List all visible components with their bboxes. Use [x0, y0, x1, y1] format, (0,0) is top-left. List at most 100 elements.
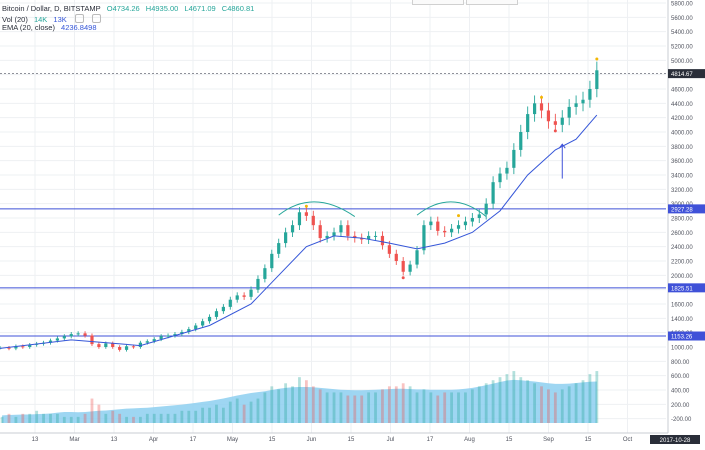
time-tick-label: Sep — [543, 437, 554, 443]
volume-bar — [90, 398, 94, 423]
settings-icon[interactable] — [74, 14, 84, 23]
candle-body — [560, 117, 564, 125]
candle-body — [118, 347, 122, 350]
candle-body — [83, 333, 87, 336]
volume-bar — [470, 389, 474, 423]
volume-bar — [138, 416, 142, 423]
volume-bar — [0, 416, 4, 423]
price-tick-label: 2000.00 — [671, 274, 693, 280]
candle-body — [277, 243, 281, 254]
candle-body — [456, 225, 461, 229]
ema-line — [0, 114, 598, 349]
time-tick-label: Mar — [69, 437, 79, 443]
time-tick-label: Jun — [307, 437, 317, 443]
ema-value: 4236.8498 — [61, 23, 97, 32]
time-tick-label: 15 — [506, 437, 513, 443]
level-price-tag — [668, 331, 705, 341]
candle-body — [318, 225, 322, 239]
volume-bar — [574, 383, 578, 423]
price-tick-label: 2400.00 — [671, 245, 693, 251]
candle-body — [263, 268, 267, 279]
top-right-panel[interactable] — [466, 0, 518, 5]
legend-low: L4671.09 — [184, 4, 216, 13]
volume-bar — [249, 401, 253, 423]
volume-bar — [298, 377, 301, 423]
close-icon[interactable] — [91, 14, 101, 23]
volume-bar — [235, 398, 239, 423]
volume-bar — [464, 392, 467, 423]
volume-bar — [318, 389, 322, 423]
volume-bar — [97, 404, 101, 423]
current-price-label: 4814.67 — [671, 72, 693, 78]
volume-bar — [284, 383, 288, 423]
volume-bar — [533, 383, 536, 423]
candle-body — [346, 225, 350, 236]
time-tick-label: 15 — [269, 437, 276, 443]
price-tick-label: 2200.00 — [671, 260, 693, 266]
time-tick-label: 13 — [111, 437, 118, 443]
candle-body — [76, 333, 80, 335]
volume-bar — [111, 410, 115, 423]
volume-bar — [277, 389, 281, 423]
candle-body — [159, 336, 163, 340]
volume-bar — [201, 407, 205, 423]
candle-body — [498, 173, 502, 183]
price-tick-label: 2600.00 — [671, 231, 693, 237]
candle-body — [519, 132, 523, 150]
level-price-label: 2927.28 — [671, 207, 693, 213]
time-tick-label: 15 — [585, 437, 592, 443]
candle-body — [131, 346, 136, 348]
date-tag — [650, 435, 700, 444]
volume-bar — [28, 413, 32, 423]
arc-annotation — [278, 201, 356, 217]
volume-bar — [477, 386, 481, 423]
legend-ema: EMA (20, close) 4236.8498 — [2, 23, 100, 33]
candle-body — [539, 103, 544, 111]
volume-bar — [581, 380, 585, 423]
candle-body — [443, 230, 447, 233]
candle-body — [124, 346, 129, 350]
volume-bar — [394, 386, 398, 423]
swing-low-marker — [401, 276, 405, 280]
volume-bar — [132, 416, 135, 423]
price-tick-label: 1600.00 — [671, 303, 693, 309]
volume-bar — [104, 413, 108, 423]
symbol-title[interactable]: Bitcoin / Dollar, D, BITSTAMP — [2, 4, 101, 13]
arrow-head — [558, 143, 566, 149]
volume-bar — [263, 392, 267, 423]
volume-bar — [145, 413, 149, 423]
candle-body — [408, 264, 412, 272]
top-left-panel[interactable] — [412, 0, 464, 5]
candle-body — [588, 89, 592, 100]
candle-body — [463, 221, 468, 226]
legend-high: H4935.00 — [145, 4, 179, 13]
volume-bar — [595, 371, 599, 423]
volume-bar — [560, 389, 564, 423]
swing-high-marker — [540, 95, 544, 99]
candle-body — [62, 336, 66, 339]
candle-body — [415, 250, 419, 265]
volume-bar — [173, 413, 177, 423]
ema-indicator-label[interactable]: EMA (20, close) — [2, 23, 55, 32]
candle-body — [256, 278, 260, 290]
candle-body — [290, 225, 295, 233]
candle-body — [270, 253, 274, 269]
candle-body — [470, 218, 474, 222]
volume-bar — [118, 413, 122, 423]
candle-body — [145, 341, 149, 343]
candle-body — [567, 106, 571, 118]
time-tick-label: Apr — [149, 437, 158, 443]
volume-ema-area — [2, 379, 597, 423]
volume-bar — [512, 371, 516, 423]
price-tick-label: 3600.00 — [671, 159, 693, 165]
candle-body — [249, 289, 253, 297]
volume-bar — [505, 374, 509, 423]
price-tick-label: 4400.00 — [671, 102, 693, 108]
volume-bar — [221, 407, 225, 423]
price-tick-label: 5000.00 — [671, 59, 693, 65]
volume-indicator-label[interactable]: Vol (20) — [2, 15, 28, 24]
candle-body — [512, 149, 516, 168]
candle-body — [450, 228, 454, 233]
